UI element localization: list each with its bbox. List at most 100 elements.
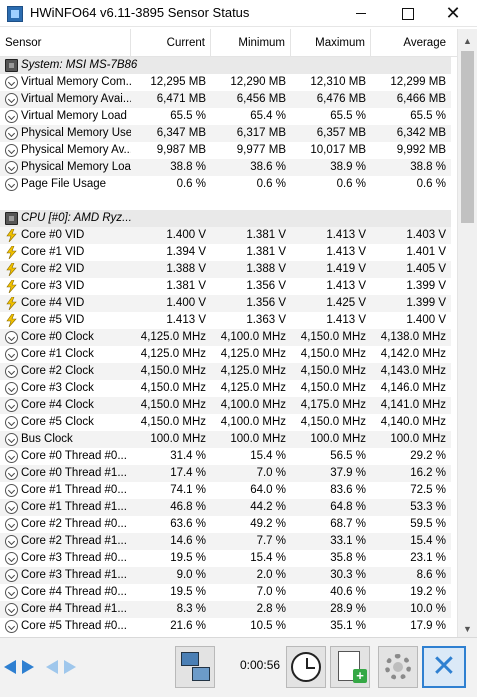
sensor-row[interactable]: Core #1 Clock 4,125.0 MHz 4,125.0 MHz 4,150… bbox=[0, 346, 451, 363]
spacer-row bbox=[0, 193, 451, 210]
value-minimum: 4,100.0 MHz bbox=[220, 331, 286, 343]
sensor-row[interactable]: Core #5 VID 1.413 V 1.363 V 1.413 V 1.400 V bbox=[0, 312, 451, 329]
value-average: 29.2 % bbox=[410, 450, 446, 462]
sensor-row[interactable]: Bus Clock 100.0 MHz 100.0 MHz 100.0 MHz 100.… bbox=[0, 431, 451, 448]
sensor-row[interactable]: Core #2 Clock 4,150.0 MHz 4,125.0 MHz 4,150… bbox=[0, 363, 451, 380]
value-current: 19.5 % bbox=[170, 552, 206, 564]
sensor-row[interactable]: Core #5 Thread #0... 21.6 % 10.5 % 35.1 % 17… bbox=[0, 618, 451, 635]
clock-circle-icon bbox=[5, 365, 18, 378]
value-average: 16.2 % bbox=[410, 467, 446, 479]
maximize-button[interactable] bbox=[384, 0, 430, 27]
column-current[interactable]: Current bbox=[131, 29, 211, 57]
column-sensor[interactable]: Sensor bbox=[0, 29, 131, 57]
settings-gear-icon[interactable] bbox=[378, 646, 418, 688]
sensor-row[interactable]: Core #3 Thread #0... 19.5 % 15.4 % 35.8 % 23… bbox=[0, 550, 451, 567]
value-maximum: 4,150.0 MHz bbox=[300, 348, 366, 360]
column-maximum[interactable]: Maximum bbox=[291, 29, 371, 57]
sensor-name: Core #1 Thread #0... bbox=[21, 484, 127, 496]
value-average: 72.5 % bbox=[410, 484, 446, 496]
window-close-button[interactable]: ✕ bbox=[430, 0, 476, 27]
minimize-button[interactable] bbox=[338, 0, 384, 27]
sensor-row[interactable]: Page File Usage 0.6 % 0.6 % 0.6 % 0.6 % bbox=[0, 176, 451, 193]
value-average: 9,992 MB bbox=[396, 144, 446, 156]
clock-circle-icon bbox=[5, 603, 18, 616]
value-average: 19.2 % bbox=[410, 586, 446, 598]
sensor-row[interactable]: Core #1 VID 1.394 V 1.381 V 1.413 V 1.401 V bbox=[0, 244, 451, 261]
sensor-row[interactable]: Physical Memory Load 38.8 % 38.6 % 38.9 % 38… bbox=[0, 159, 451, 176]
value-maximum: 65.5 % bbox=[330, 110, 366, 122]
value-minimum: 1.381 V bbox=[246, 229, 286, 241]
sensor-row[interactable]: Core #5 Clock 4,150.0 MHz 4,100.0 MHz 4,150… bbox=[0, 414, 451, 431]
network-icon[interactable] bbox=[175, 646, 215, 688]
sensor-row[interactable]: Core #0 Thread #1... 17.4 % 7.0 % 37.9 % 16.… bbox=[0, 465, 451, 482]
value-current: 9.0 % bbox=[176, 569, 206, 581]
value-current: 1.388 V bbox=[166, 263, 206, 275]
sensor-row[interactable]: Core #2 VID 1.388 V 1.388 V 1.419 V 1.405 V bbox=[0, 261, 451, 278]
value-current: 19.5 % bbox=[170, 586, 206, 598]
sensor-row[interactable]: Core #4 Clock 4,150.0 MHz 4,100.0 MHz 4,175… bbox=[0, 397, 451, 414]
column-minimum[interactable]: Minimum bbox=[211, 29, 291, 57]
sensor-row[interactable]: Core #3 Clock 4,150.0 MHz 4,125.0 MHz 4,150… bbox=[0, 380, 451, 397]
log-file-add-icon[interactable]: + bbox=[330, 646, 370, 688]
value-minimum: 44.2 % bbox=[250, 501, 286, 513]
sensor-name: Core #1 Thread #1... bbox=[21, 501, 127, 513]
value-average: 1.399 V bbox=[406, 280, 446, 292]
sensor-row[interactable]: Virtual Memory Load 65.5 % 65.4 % 65.5 % 65.… bbox=[0, 108, 451, 125]
sensor-row[interactable]: Core #0 Clock 4,125.0 MHz 4,100.0 MHz 4,150… bbox=[0, 329, 451, 346]
clock-circle-icon bbox=[5, 620, 18, 633]
sensor-row[interactable]: Core #3 VID 1.381 V 1.356 V 1.413 V 1.399 V bbox=[0, 278, 451, 295]
clock-circle-icon bbox=[5, 127, 18, 140]
sensor-row[interactable]: Core #2 Thread #0... 63.6 % 49.2 % 68.7 % 59… bbox=[0, 516, 451, 533]
sensor-row[interactable]: Core #3 Thread #1... 9.0 % 2.0 % 30.3 % 8.6 … bbox=[0, 567, 451, 584]
value-minimum: 4,125.0 MHz bbox=[220, 382, 286, 394]
sensor-row[interactable]: Core #4 Thread #1... 8.3 % 2.8 % 28.9 % 10.0… bbox=[0, 601, 451, 618]
sensor-row[interactable]: Core #2 Thread #1... 14.6 % 7.7 % 33.1 % 15.… bbox=[0, 533, 451, 550]
clock-reset-icon[interactable] bbox=[286, 646, 326, 688]
value-minimum: 100.0 MHz bbox=[230, 433, 286, 445]
value-maximum: 68.7 % bbox=[330, 518, 366, 530]
value-maximum: 4,150.0 MHz bbox=[300, 365, 366, 377]
column-average[interactable]: Average bbox=[403, 37, 446, 49]
value-minimum: 2.0 % bbox=[256, 569, 286, 581]
value-current: 4,150.0 MHz bbox=[140, 399, 206, 411]
scroll-down-icon[interactable]: ▼ bbox=[463, 624, 472, 634]
sensor-row[interactable]: Virtual Memory Avai... 6,471 MB 6,456 MB 6,… bbox=[0, 91, 451, 108]
value-minimum: 2.8 % bbox=[256, 603, 286, 615]
navigate-arrows-icon[interactable] bbox=[2, 656, 38, 678]
sensor-name: Core #1 Clock bbox=[21, 348, 94, 360]
sensor-row[interactable]: Virtual Memory Com... 12,295 MB 12,290 MB 1… bbox=[0, 74, 451, 91]
sensor-row[interactable]: Physical Memory Used 6,347 MB 6,317 MB 6,35… bbox=[0, 125, 451, 142]
sensor-row[interactable]: Core #4 VID 1.400 V 1.356 V 1.425 V 1.399 V bbox=[0, 295, 451, 312]
clock-circle-icon bbox=[5, 484, 18, 497]
value-maximum: 30.3 % bbox=[330, 569, 366, 581]
sensor-name: Core #4 VID bbox=[21, 297, 85, 309]
value-current: 0.6 % bbox=[176, 178, 206, 190]
value-current: 6,471 MB bbox=[156, 93, 206, 105]
sensor-row[interactable]: Core #1 Thread #0... 74.1 % 64.0 % 83.6 % 72… bbox=[0, 482, 451, 499]
sensor-list[interactable]: System: MSI MS-7B86 Virtual Memory Com...… bbox=[0, 57, 457, 637]
value-minimum: 6,456 MB bbox=[236, 93, 286, 105]
value-current: 4,125.0 MHz bbox=[140, 348, 206, 360]
value-average: 6,342 MB bbox=[396, 127, 446, 139]
sensor-row[interactable]: Core #0 VID 1.400 V 1.381 V 1.413 V 1.403 V bbox=[0, 227, 451, 244]
clock-circle-icon bbox=[5, 399, 18, 412]
clock-circle-icon bbox=[5, 178, 18, 191]
clock-circle-icon bbox=[5, 518, 18, 531]
sensor-group-row[interactable]: System: MSI MS-7B86 bbox=[0, 57, 451, 74]
value-current: 14.6 % bbox=[170, 535, 206, 547]
value-maximum: 83.6 % bbox=[330, 484, 366, 496]
value-average: 4,146.0 MHz bbox=[380, 382, 446, 394]
sensor-name: Core #0 Clock bbox=[21, 331, 94, 343]
sensor-row[interactable]: Core #0 Thread #0... 31.4 % 15.4 % 56.5 % 29… bbox=[0, 448, 451, 465]
sensor-row[interactable]: Core #4 Thread #0... 19.5 % 7.0 % 40.6 % 19.… bbox=[0, 584, 451, 601]
scroll-thumb[interactable] bbox=[461, 51, 474, 223]
scroll-up-icon[interactable]: ▲ bbox=[463, 36, 472, 46]
vertical-scrollbar[interactable]: ▲ ▼ bbox=[457, 29, 477, 637]
value-minimum: 4,125.0 MHz bbox=[220, 348, 286, 360]
sensor-group-row[interactable]: CPU [#0]: AMD Ryz... bbox=[0, 210, 451, 227]
value-average: 4,140.0 MHz bbox=[380, 416, 446, 428]
close-x-icon[interactable]: ✕ bbox=[422, 646, 466, 688]
sensor-row[interactable]: Core #1 Thread #1... 46.8 % 44.2 % 64.8 % 53… bbox=[0, 499, 451, 516]
navigate-arrows-disabled-icon[interactable] bbox=[44, 656, 80, 678]
sensor-row[interactable]: Physical Memory Av... 9,987 MB 9,977 MB 10,… bbox=[0, 142, 451, 159]
